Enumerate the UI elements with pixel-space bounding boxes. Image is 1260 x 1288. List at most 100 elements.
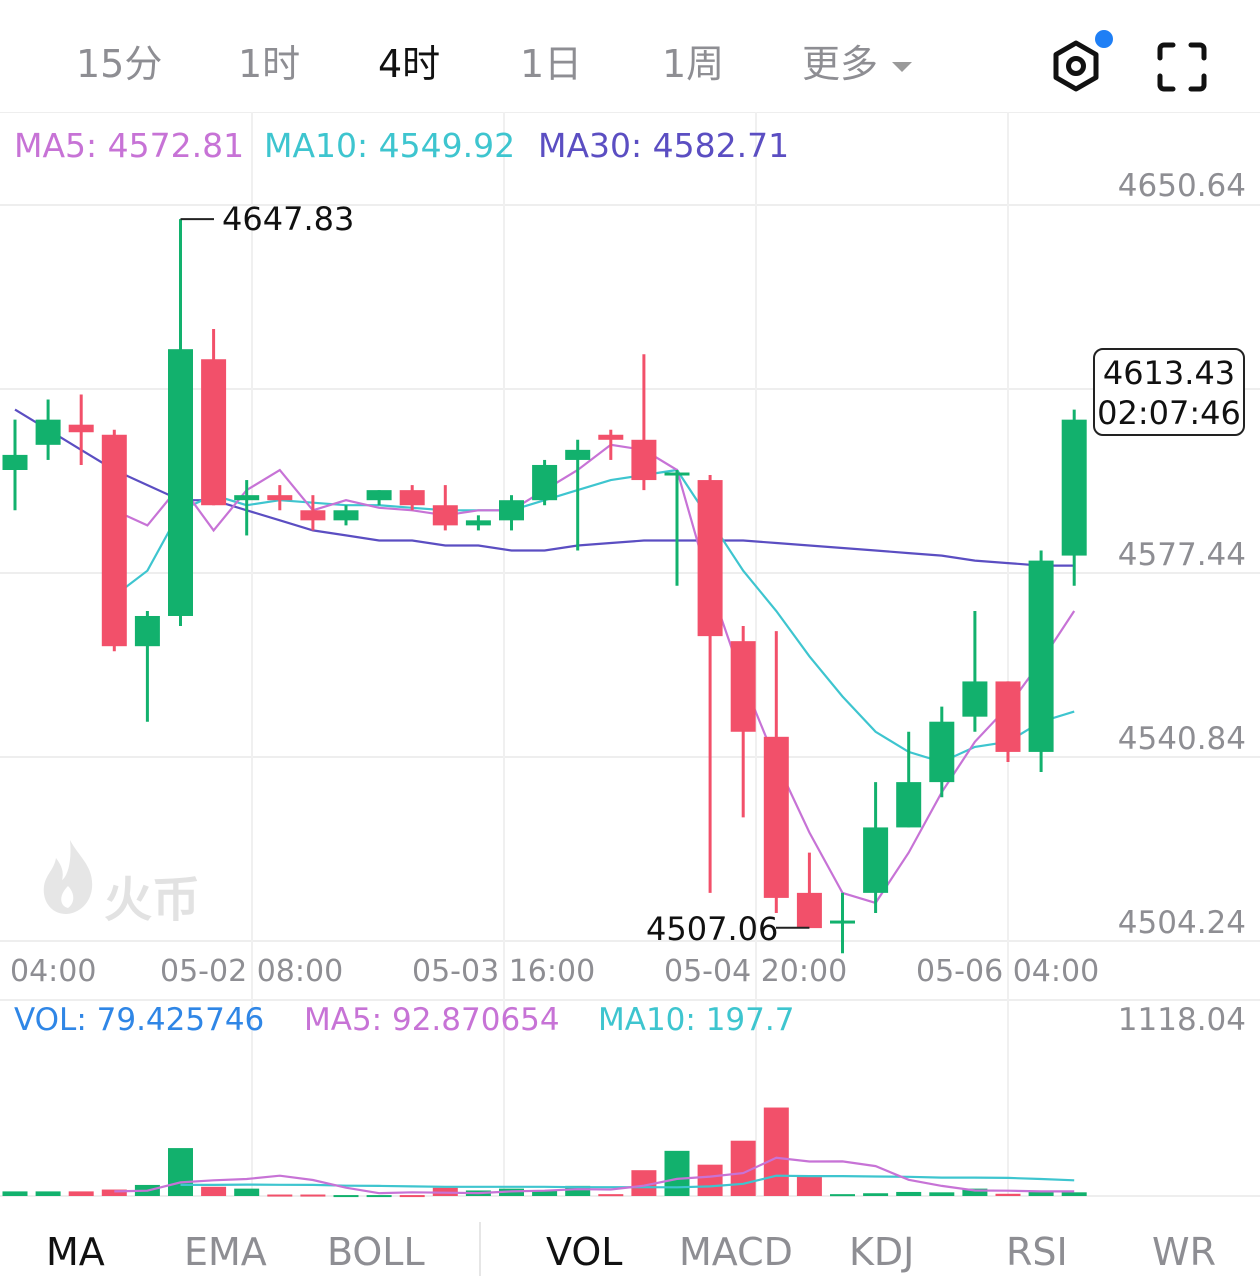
watermark-text: 火币 xyxy=(104,872,201,928)
indicator-tabs: MA EMA BOLL VOL MACD KDJ RSI WR xyxy=(0,1212,1260,1288)
volume-bar xyxy=(796,1176,822,1196)
volume-bar xyxy=(201,1186,227,1196)
candle-body xyxy=(35,419,61,445)
time-axis-label: 05-06 04:00 xyxy=(916,954,1100,989)
volume-bar xyxy=(267,1194,293,1197)
price-axis-label: 4650.64 xyxy=(1117,168,1246,204)
legend-vol: VOL: 79.425746 xyxy=(14,1002,265,1038)
price-axis-label: 4504.24 xyxy=(1117,905,1246,941)
volume-bar xyxy=(896,1191,922,1196)
volume-bar xyxy=(929,1192,955,1196)
volume-bar xyxy=(234,1188,260,1196)
tab-macd[interactable]: MACD xyxy=(679,1230,793,1274)
candle-body xyxy=(796,892,822,929)
candle-body xyxy=(234,495,260,501)
candle-body xyxy=(432,505,458,526)
volume-bar xyxy=(995,1193,1021,1196)
ma-lines xyxy=(14,408,1076,1195)
ma5-line xyxy=(113,443,1076,905)
caret-down-icon xyxy=(892,61,913,72)
high-price-label: 4647.83 xyxy=(222,200,355,238)
volume-bar xyxy=(35,1191,61,1196)
candle-body xyxy=(664,472,690,476)
volume-bar xyxy=(763,1107,789,1196)
price-axis-label: 4540.84 xyxy=(1117,721,1246,757)
candle-body xyxy=(962,681,988,717)
volume-bar xyxy=(2,1191,28,1196)
candle-body xyxy=(399,490,425,506)
kline-chart[interactable] xyxy=(0,0,1260,1210)
candle-body xyxy=(995,681,1021,752)
volume-bar xyxy=(532,1190,558,1196)
current-price: 4613.43 xyxy=(1102,354,1236,392)
candle-body xyxy=(1061,419,1087,556)
tab-1w[interactable]: 1周 xyxy=(662,42,725,86)
tab-1d[interactable]: 1日 xyxy=(520,42,583,86)
volume-bar xyxy=(565,1185,591,1196)
candle-body xyxy=(929,721,955,783)
candle-body xyxy=(499,500,524,521)
volume-bar xyxy=(333,1195,359,1198)
current-price-box: 4613.43 02:07:46 xyxy=(1093,348,1245,436)
tab-boll[interactable]: BOLL xyxy=(327,1230,425,1274)
candle-body xyxy=(300,510,326,521)
tab-1h[interactable]: 1时 xyxy=(238,42,301,86)
candles xyxy=(2,219,1087,954)
candle-body xyxy=(565,449,591,460)
volume-bar xyxy=(1028,1190,1054,1196)
annotation-lines xyxy=(180,218,810,929)
volume-bar xyxy=(598,1194,624,1197)
legend-ma5: MA5: 4572.81 xyxy=(14,126,245,165)
candle-body xyxy=(830,920,855,924)
candle-body xyxy=(863,827,889,893)
volume-bar xyxy=(697,1164,723,1196)
volume-bar xyxy=(962,1188,988,1196)
volume-bar xyxy=(863,1193,889,1196)
candle-body xyxy=(366,490,392,501)
legend-vol-ma5: MA5: 92.870654 xyxy=(304,1002,560,1038)
tab-ema[interactable]: EMA xyxy=(184,1230,267,1274)
volume-bar xyxy=(664,1150,690,1196)
tab-vol[interactable]: VOL xyxy=(546,1230,623,1274)
candle-body xyxy=(168,349,193,616)
legend-ma10: MA10: 4549.92 xyxy=(264,126,516,165)
candle-body xyxy=(697,480,723,637)
candle-body xyxy=(896,782,922,828)
time-axis-label: 05-02 08:00 xyxy=(160,954,344,989)
notification-dot xyxy=(1095,30,1113,48)
tab-divider xyxy=(479,1222,481,1276)
volume-bar xyxy=(168,1148,193,1196)
time-axis-label: 05-04 20:00 xyxy=(664,954,848,989)
candle-countdown: 02:07:46 xyxy=(1097,394,1241,432)
tab-4h[interactable]: 4时 xyxy=(378,42,441,86)
price-axis-label: 4577.44 xyxy=(1117,537,1246,573)
candle-body xyxy=(267,495,293,501)
volume-bar xyxy=(399,1195,425,1198)
candle-body xyxy=(68,424,94,433)
settings-hex-icon[interactable] xyxy=(1048,38,1104,94)
low-price-label: 4507.06 xyxy=(646,910,779,948)
time-axis-label: 05-03 16:00 xyxy=(412,954,596,989)
tab-15m[interactable]: 15分 xyxy=(76,42,163,86)
fullscreen-icon[interactable] xyxy=(1155,40,1209,94)
tab-kdj[interactable]: KDJ xyxy=(849,1230,915,1274)
tab-rsi[interactable]: RSI xyxy=(1006,1230,1068,1274)
volume-axis-max: 1118.04 xyxy=(1117,1002,1246,1038)
time-axis-label: 04:00 xyxy=(10,954,97,989)
candle-body xyxy=(2,454,28,470)
tab-wr[interactable]: WR xyxy=(1152,1230,1216,1274)
volume-bar xyxy=(1061,1192,1087,1196)
tab-ma[interactable]: MA xyxy=(46,1230,105,1274)
volume-bar xyxy=(68,1191,94,1196)
candle-body xyxy=(201,359,227,506)
timeframe-tabs: 15分 1时 4时 1日 1周 更多 xyxy=(0,0,1260,113)
tab-more[interactable]: 更多 xyxy=(802,38,913,90)
candle-body xyxy=(1028,560,1054,752)
candle-body xyxy=(101,434,127,647)
volume-bar xyxy=(366,1195,392,1198)
volume-bar xyxy=(300,1194,326,1197)
candle-body xyxy=(134,615,160,647)
legend-vol-ma10: MA10: 197.7 xyxy=(598,1002,795,1038)
candle-body xyxy=(333,510,359,521)
volume-bar xyxy=(101,1189,127,1196)
